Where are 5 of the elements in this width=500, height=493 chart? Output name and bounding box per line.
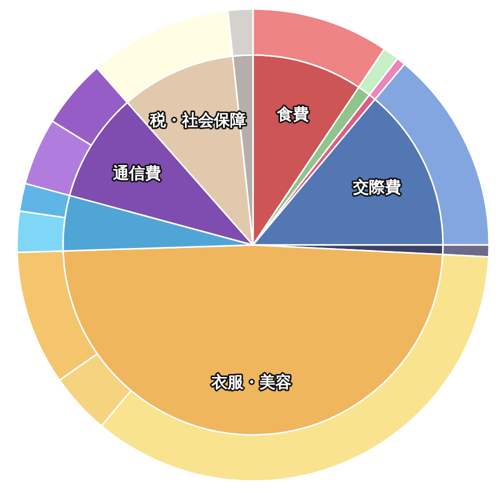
slice-label: 交際費 — [352, 178, 401, 197]
slice-label: 衣服・美容 — [210, 372, 292, 392]
slice-label: 税・社会保障 — [148, 110, 246, 130]
slice-label: 食費 — [276, 104, 309, 124]
slice-label: 通信費 — [112, 163, 161, 182]
